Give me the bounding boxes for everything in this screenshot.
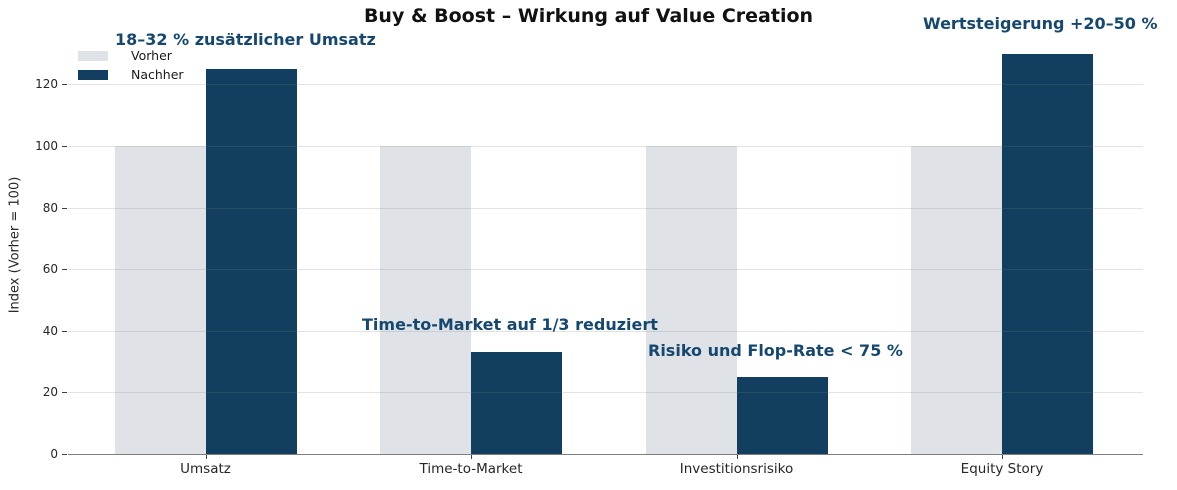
- legend-label: Vorher: [131, 48, 172, 63]
- y-tick-label: 0: [50, 447, 58, 461]
- annotation-2: Time-to-Market auf 1/3 reduziert: [362, 315, 658, 334]
- bar-nachher-1: [471, 352, 562, 454]
- bar-nachher-3: [1002, 53, 1093, 454]
- gridline-100: [68, 146, 1143, 147]
- x-tick-label: Umsatz: [180, 461, 231, 477]
- y-axis-label: Index (Vorher = 100): [7, 176, 23, 314]
- bar-vorher-3: [911, 146, 1002, 454]
- gridline-20: [68, 392, 1143, 394]
- gridline-60: [68, 269, 1143, 271]
- x-tick: [205, 455, 207, 459]
- bar-nachher-2: [736, 377, 828, 454]
- y-tick: [62, 146, 67, 147]
- legend: Vorher Nachher: [78, 46, 184, 84]
- legend-item-nachher: Nachher: [78, 65, 184, 84]
- y-tick: [62, 84, 67, 86]
- bar-vorher-2: [645, 146, 737, 454]
- annotation-0: 18–32 % zusätzlicher Umsatz: [115, 30, 376, 49]
- y-tick-label: 120: [35, 77, 58, 92]
- legend-swatch-vorher: [78, 50, 108, 61]
- chart-title: Buy & Boost – Wirkung auf Value Creation: [363, 5, 814, 27]
- y-tick-label: 80: [42, 200, 58, 215]
- x-tick: [1002, 455, 1003, 459]
- x-tick: [736, 455, 738, 459]
- x-tick-label: Time-to-Market: [419, 461, 523, 477]
- bar-vorher-1: [380, 146, 471, 454]
- legend-item-vorher: Vorher: [78, 46, 184, 65]
- y-tick-label: 20: [42, 385, 58, 400]
- y-tick: [62, 330, 67, 332]
- annotation-1: Wertsteigerung +20–50 %: [923, 14, 1158, 33]
- x-tick: [471, 455, 472, 459]
- y-tick: [62, 269, 67, 271]
- bar-vorher-0: [114, 146, 206, 454]
- gridline-80: [68, 207, 1143, 209]
- y-tick-label: 100: [35, 139, 58, 153]
- y-tick: [62, 392, 67, 394]
- gridline-40: [68, 330, 1143, 332]
- y-tick: [62, 207, 67, 209]
- y-tick-label: 60: [42, 262, 58, 277]
- x-tick-label: Equity Story: [960, 461, 1044, 477]
- y-tick-label: 40: [42, 323, 58, 338]
- legend-label: Nachher: [131, 67, 184, 82]
- bar-nachher-0: [205, 69, 297, 454]
- legend-swatch-nachher: [78, 69, 108, 80]
- x-axis-line: [68, 454, 1143, 455]
- y-tick: [62, 454, 67, 455]
- gridline-120: [68, 84, 1143, 86]
- annotation-3: Risiko und Flop-Rate < 75 %: [648, 341, 903, 360]
- x-tick-label: Investitionsrisiko: [679, 461, 794, 477]
